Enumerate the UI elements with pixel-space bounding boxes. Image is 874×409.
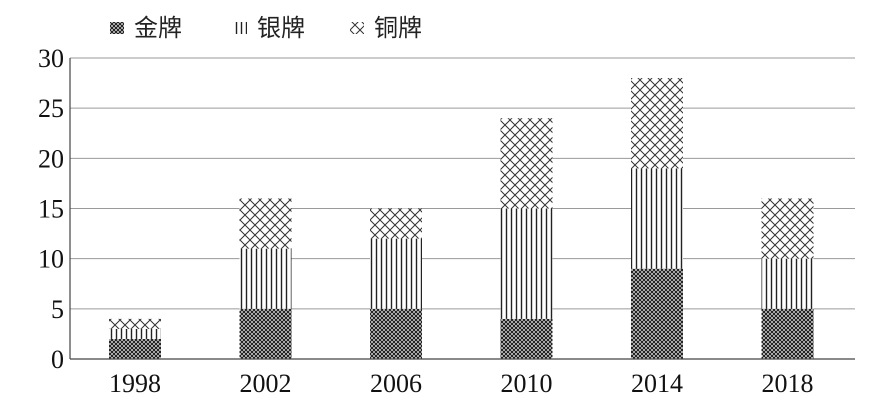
x-tick-label: 2018 (762, 369, 814, 398)
y-tick-label: 25 (38, 94, 64, 123)
bar-2010-series-0 (500, 318, 553, 359)
y-tick-label: 10 (38, 245, 64, 274)
y-tick-label: 0 (51, 345, 64, 374)
y-tick-label: 5 (51, 295, 64, 324)
x-tick-label: 1998 (109, 369, 161, 398)
x-tick-label: 2006 (370, 369, 422, 398)
legend-label: 银牌 (257, 14, 305, 42)
x-tick-label: 2002 (240, 369, 292, 398)
bar-2006-series-1 (370, 238, 422, 309)
bar-2006-series-0 (370, 308, 422, 359)
bar-2006-series-2 (370, 208, 422, 239)
bar-1998-series-0 (109, 338, 161, 359)
x-tick-label: 2014 (631, 369, 683, 398)
grid-lines (70, 57, 855, 360)
legend: 金牌 银牌 铜牌 (110, 14, 422, 42)
bar-1998-series-2 (109, 318, 161, 329)
bar-2014-series-0 (631, 268, 683, 359)
legend-swatch (233, 22, 247, 34)
bar-2018-series-2 (761, 198, 814, 259)
y-tick-label: 30 (38, 44, 64, 73)
legend-swatch (350, 22, 364, 34)
axes (69, 58, 855, 360)
bar-2002-series-2 (239, 198, 292, 249)
bar-2010-series-1 (500, 208, 553, 319)
bar-2010-series-2 (500, 118, 553, 209)
y-tick-labels: 0 5 10 15 20 25 30 (38, 44, 64, 374)
y-tick-label: 15 (38, 195, 64, 224)
x-tick-label: 2010 (501, 369, 553, 398)
bar-2002-series-1 (239, 248, 292, 309)
bar-2014-series-1 (631, 168, 683, 269)
legend-label: 铜牌 (374, 14, 422, 42)
bar-2014-series-2 (631, 78, 683, 169)
x-tick-labels: 1998 2002 2006 2010 2014 2018 (109, 369, 814, 398)
bar-2018-series-0 (761, 308, 814, 359)
bar-2018-series-1 (761, 258, 814, 309)
bars (109, 78, 814, 359)
bar-1998-series-1 (109, 328, 161, 339)
y-tick-label: 20 (38, 144, 64, 173)
bar-2002-series-0 (239, 308, 292, 359)
legend-label: 金牌 (134, 14, 182, 42)
legend-swatch (110, 22, 124, 34)
